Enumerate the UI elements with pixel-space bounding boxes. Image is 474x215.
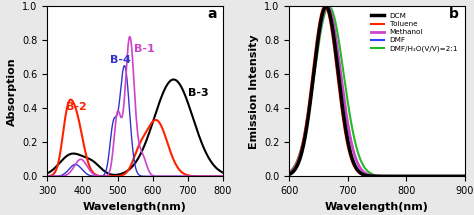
X-axis label: Wavelength(nm): Wavelength(nm) <box>83 202 187 212</box>
Legend: DCM, Toluene, Methanol, DMF, DMF/H₂O(V/V)=2:1: DCM, Toluene, Methanol, DMF, DMF/H₂O(V/V… <box>368 10 461 55</box>
X-axis label: Wavelength(nm): Wavelength(nm) <box>325 202 429 212</box>
Y-axis label: Emission Intensity: Emission Intensity <box>248 34 259 149</box>
Text: B-3: B-3 <box>188 88 209 98</box>
Y-axis label: Absorption: Absorption <box>7 57 17 126</box>
Text: a: a <box>207 7 217 21</box>
Text: B-2: B-2 <box>65 102 86 112</box>
Text: B-1: B-1 <box>134 44 155 54</box>
Text: B-4: B-4 <box>110 54 131 64</box>
Text: b: b <box>449 7 459 21</box>
